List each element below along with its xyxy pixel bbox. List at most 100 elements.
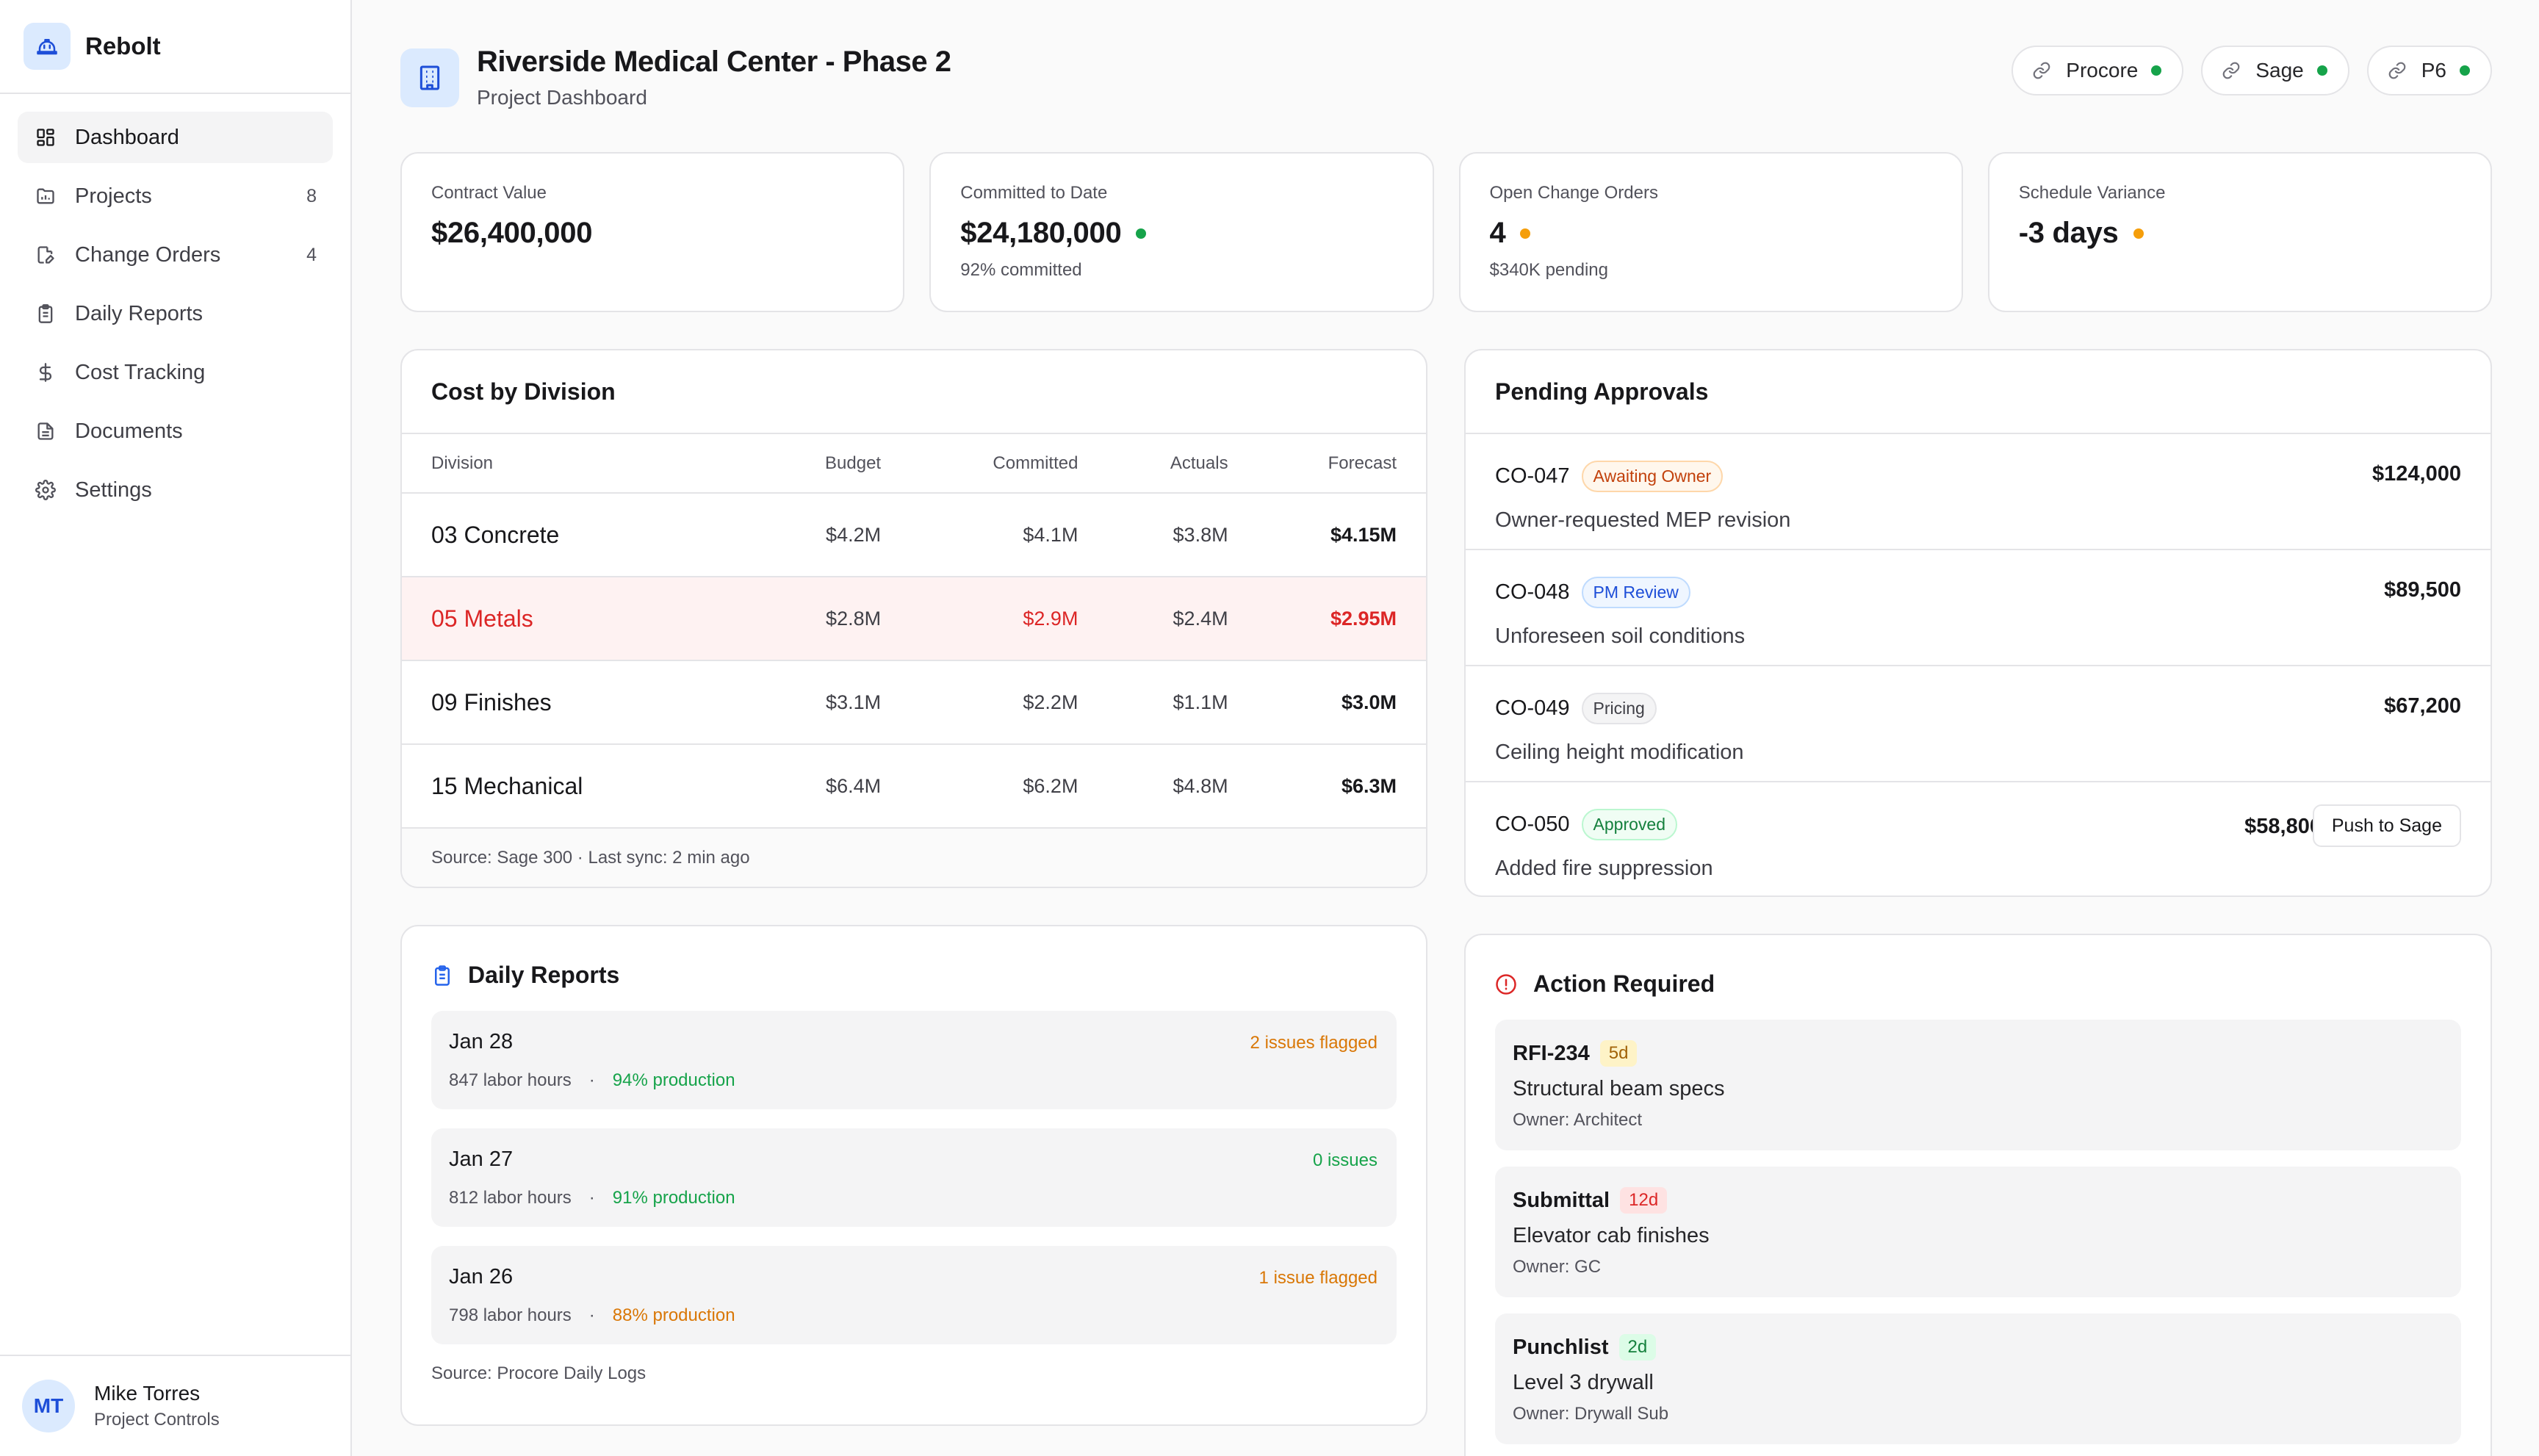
kpi-open-change-orders: Open Change Orders 4 $340K pending — [1458, 152, 1963, 312]
kpi-contract-value: Contract Value $26,400,000 — [400, 152, 905, 312]
action-item[interactable]: Submittal 12d Elevator cab finishes Owne… — [1495, 1167, 2461, 1297]
sidebar-item-cost-tracking[interactable]: Cost Tracking — [18, 347, 333, 398]
status-badge: PM Review — [1581, 577, 1690, 608]
column-header[interactable]: Division — [402, 434, 764, 494]
change-order-id: CO-049 — [1495, 696, 1570, 720]
integrations: Procore Sage P6 — [2012, 46, 2492, 95]
table-row[interactable]: 03 Concrete $4.2M $4.1M $3.8M $4.15M — [402, 493, 1426, 577]
page-title: Riverside Medical Center - Phase 2 — [477, 46, 951, 78]
sidebar-item-label: Projects — [75, 184, 152, 208]
division-name: 03 Concrete — [402, 493, 764, 577]
alert-circle-icon — [1495, 972, 1520, 997]
approval-amount: $67,200 — [2384, 694, 2461, 718]
budget-cell: $3.1M — [763, 660, 911, 745]
column-header[interactable]: Committed — [910, 434, 1108, 494]
sidebar-item-label: Daily Reports — [75, 301, 204, 325]
report-date: Jan 27 — [449, 1147, 514, 1171]
kpi-value: $24,180,000 — [960, 217, 1122, 249]
approval-item[interactable]: CO-047 Awaiting Owner Owner-requested ME… — [1466, 434, 2491, 550]
approval-description: Unforeseen soil conditions — [1495, 624, 1746, 648]
dashboard-icon — [34, 126, 57, 149]
sidebar-item-dashboard[interactable]: Dashboard — [18, 112, 333, 163]
issues-flag: 1 issue flagged — [1258, 1268, 1377, 1288]
clipboard-icon — [34, 302, 57, 325]
sidebar-item-label: Documents — [75, 419, 183, 443]
sidebar-item-change-orders[interactable]: Change Orders 4 — [18, 229, 333, 281]
daily-report-item[interactable]: Jan 27 0 issues 812 labor hours · 91% pr… — [431, 1128, 1397, 1227]
kpi-label: Schedule Variance — [2018, 183, 2166, 203]
approval-item[interactable]: CO-050 Approved Added fire suppression $… — [1466, 782, 2491, 895]
sidebar-item-projects[interactable]: Projects 8 — [18, 170, 333, 222]
status-badge: Pricing — [1581, 693, 1657, 724]
table-row[interactable]: 05 Metals $2.8M $2.9M $2.4M $2.95M — [402, 577, 1426, 661]
integration-label: Procore — [2066, 59, 2139, 82]
committed-cell: $2.9M — [910, 577, 1108, 661]
card-footer: Source: Sage 300 · Last sync: 2 min ago — [402, 829, 1426, 887]
forecast-cell: $4.15M — [1257, 493, 1426, 577]
column-header[interactable]: Actuals — [1107, 434, 1258, 494]
user-name: Mike Torres — [94, 1382, 201, 1405]
link-icon — [2222, 60, 2242, 81]
sidebar-item-label: Settings — [75, 477, 152, 502]
approval-description: Ceiling height modification — [1495, 740, 1744, 764]
column-header[interactable]: Forecast — [1257, 434, 1426, 494]
approval-amount: $58,800 — [2244, 815, 2322, 838]
action-id: Punchlist — [1513, 1335, 1609, 1359]
kpi-schedule-variance: Schedule Variance -3 days — [1987, 152, 2492, 312]
kpi-label: Committed to Date — [960, 183, 1108, 203]
age-badge: 5d — [1599, 1040, 1638, 1067]
forecast-cell: $3.0M — [1257, 660, 1426, 745]
table-row[interactable]: 15 Mechanical $6.4M $6.2M $4.8M $6.3M — [402, 744, 1426, 829]
approval-amount: $124,000 — [2372, 462, 2461, 486]
cost-table: Division Budget Committed Actuals Foreca… — [402, 434, 1426, 829]
action-id: RFI-234 — [1513, 1041, 1590, 1065]
card-title: Pending Approvals — [1495, 378, 1709, 405]
approval-item[interactable]: CO-048 PM Review Unforeseen soil conditi… — [1466, 550, 2491, 666]
kpi-subtext: 92% committed — [960, 260, 1082, 280]
daily-report-item[interactable]: Jan 28 2 issues flagged 847 labor hours … — [431, 1011, 1397, 1109]
action-owner: Owner: Drywall Sub — [1513, 1404, 1669, 1424]
labor-hours: 798 labor hours — [449, 1305, 572, 1325]
count-badge: 8 — [306, 185, 317, 206]
pending-approvals-card: Pending Approvals CO-047 Awaiting Owner … — [1464, 349, 2492, 897]
sidebar-item-settings[interactable]: Settings — [18, 464, 333, 516]
page-subtitle: Project Dashboard — [477, 86, 647, 109]
actuals-cell: $4.8M — [1107, 744, 1258, 829]
daily-report-item[interactable]: Jan 26 1 issue flagged 798 labor hours ·… — [431, 1246, 1397, 1344]
sidebar-item-documents[interactable]: Documents — [18, 406, 333, 457]
brand[interactable]: Rebolt — [0, 0, 350, 94]
integration-sage[interactable]: Sage — [2201, 46, 2349, 95]
user-profile[interactable]: MT Mike Torres Project Controls — [0, 1355, 350, 1456]
integration-label: P6 — [2421, 59, 2446, 82]
issues-flag: 0 issues — [1312, 1150, 1377, 1170]
approval-item[interactable]: CO-049 Pricing Ceiling height modificati… — [1466, 666, 2491, 782]
age-badge: 12d — [1620, 1187, 1668, 1214]
integration-procore[interactable]: Procore — [2012, 46, 2184, 95]
link-icon — [2388, 60, 2408, 81]
status-dot — [2133, 228, 2144, 239]
division-name: 09 Finishes — [402, 660, 764, 745]
daily-reports-card: Daily Reports Jan 28 2 issues flagged 84… — [400, 925, 1427, 1426]
action-item[interactable]: Punchlist 2d Level 3 drywall Owner: Dryw… — [1495, 1313, 2461, 1444]
report-date: Jan 28 — [449, 1030, 514, 1053]
push-to-sage-button[interactable]: Push to Sage — [2312, 804, 2461, 847]
kpi-value: $26,400,000 — [431, 217, 593, 249]
action-required-card: Action Required RFI-234 5d Structural be… — [1464, 934, 2492, 1456]
kpi-label: Open Change Orders — [1489, 183, 1658, 203]
action-owner: Owner: GC — [1513, 1257, 1602, 1277]
status-dot — [1520, 228, 1531, 239]
budget-cell: $2.8M — [763, 577, 911, 661]
production-rate: 91% production — [612, 1188, 735, 1208]
sidebar-item-daily-reports[interactable]: Daily Reports — [18, 288, 333, 339]
age-badge: 2d — [1618, 1334, 1657, 1361]
separator: · — [588, 1070, 595, 1090]
status-dot — [2151, 65, 2162, 76]
column-header[interactable]: Budget — [763, 434, 911, 494]
separator: · — [588, 1188, 595, 1208]
integration-p6[interactable]: P6 — [2366, 46, 2492, 95]
status-badge: Approved — [1581, 809, 1678, 840]
card-footer: Source: Procore Daily Logs — [431, 1363, 647, 1383]
action-item[interactable]: RFI-234 5d Structural beam specs Owner: … — [1495, 1020, 2461, 1150]
kpi-value: 4 — [1489, 217, 1506, 249]
table-row[interactable]: 09 Finishes $3.1M $2.2M $1.1M $3.0M — [402, 660, 1426, 745]
